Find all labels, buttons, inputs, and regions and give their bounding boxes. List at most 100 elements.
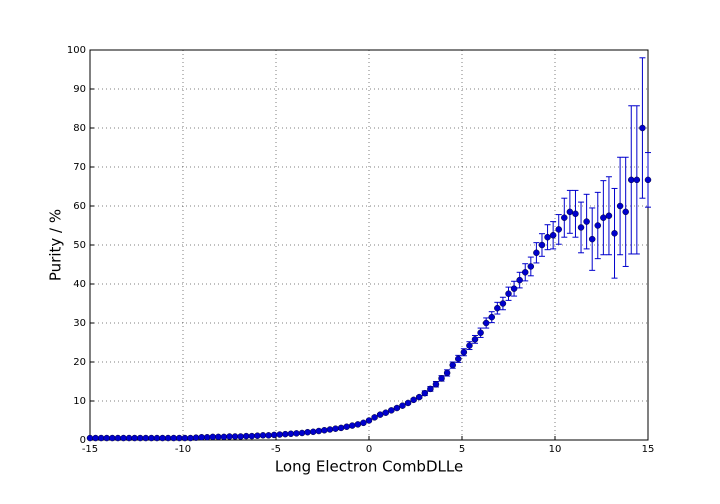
data-point [399,402,406,409]
data-point [455,355,462,363]
data-point [187,434,194,442]
data-point [443,369,451,377]
data-point [237,433,244,440]
data-point [583,218,590,225]
data-point [639,124,646,132]
x-tick-label: 15 [642,444,655,455]
data-point [226,433,233,440]
y-tick-label: 50 [73,240,86,251]
y-tick-label: 100 [67,45,86,56]
data-point [427,385,434,393]
data-point [449,361,456,369]
data-point [499,300,507,307]
data-point [538,241,546,249]
data-point [198,434,205,441]
data-point [332,425,339,432]
data-point [438,375,445,382]
data-point [86,434,94,442]
data-point [415,393,423,401]
data-point [471,336,479,343]
data-point [293,430,300,437]
data-point [309,428,317,436]
data-point [477,329,484,336]
data-point [566,208,574,216]
data-point [432,380,440,388]
data-point [125,434,133,442]
data-point [404,399,412,407]
data-point [633,176,641,184]
data-point [164,434,172,442]
data-point [298,429,306,437]
y-axis-label: Purity / % [47,209,65,281]
data-point [393,404,401,412]
data-point [114,434,122,442]
data-point [153,434,161,442]
data-point [315,427,323,435]
data-point [555,226,562,233]
data-point [231,433,239,440]
data-point [326,426,334,433]
data-point [510,285,518,292]
data-point [148,434,155,442]
data-point [488,313,496,321]
data-point [203,434,211,441]
y-tick-label: 70 [73,162,86,173]
y-tick-label: 30 [73,318,86,329]
data-point [644,176,652,184]
data-point [482,319,490,327]
data-point [343,423,350,430]
data-point [460,349,468,356]
data-point [360,419,367,427]
data-point [142,434,150,442]
data-point [282,430,289,438]
y-tick-label: 90 [73,84,86,95]
data-point [533,249,540,257]
plot-frame [89,49,649,441]
data-point [349,422,356,429]
data-point [382,409,389,416]
data-point [421,389,429,397]
data-point [549,232,557,239]
data-point [561,214,568,221]
data-point [136,434,144,442]
y-tick-label: 60 [73,201,86,212]
data-point [354,421,362,428]
x-axis-label: Long Electron CombDLLe [275,458,463,476]
data-point [321,427,328,434]
x-tick-label: 10 [549,444,562,455]
data-point [505,290,512,297]
data-point [220,433,228,441]
data-point [410,396,417,404]
data-point [616,202,624,210]
data-point [572,210,579,218]
x-tick-label: 0 [366,444,372,455]
data-point [605,212,613,219]
data-point [527,263,535,270]
data-point [594,222,602,229]
data-point [466,342,473,349]
data-point [337,424,345,432]
data-point [120,434,127,442]
x-tick-label: -10 [175,444,191,455]
data-point [365,417,373,424]
data-point [577,224,585,231]
x-tick-label: -5 [271,444,281,455]
data-point [159,434,166,442]
data-point [588,235,596,243]
data-point [494,304,501,312]
data-point [287,430,295,438]
data-point [259,432,267,439]
data-point [304,428,311,436]
data-point [192,434,200,441]
data-point [97,434,105,442]
y-tick-label: 0 [80,435,86,446]
data-point [181,434,189,442]
data-point [516,276,523,284]
data-point [265,432,272,439]
data-point [176,434,183,442]
x-tick-label: -15 [82,444,98,455]
data-point [103,434,110,442]
data-point [628,176,635,184]
data-point [131,434,138,442]
